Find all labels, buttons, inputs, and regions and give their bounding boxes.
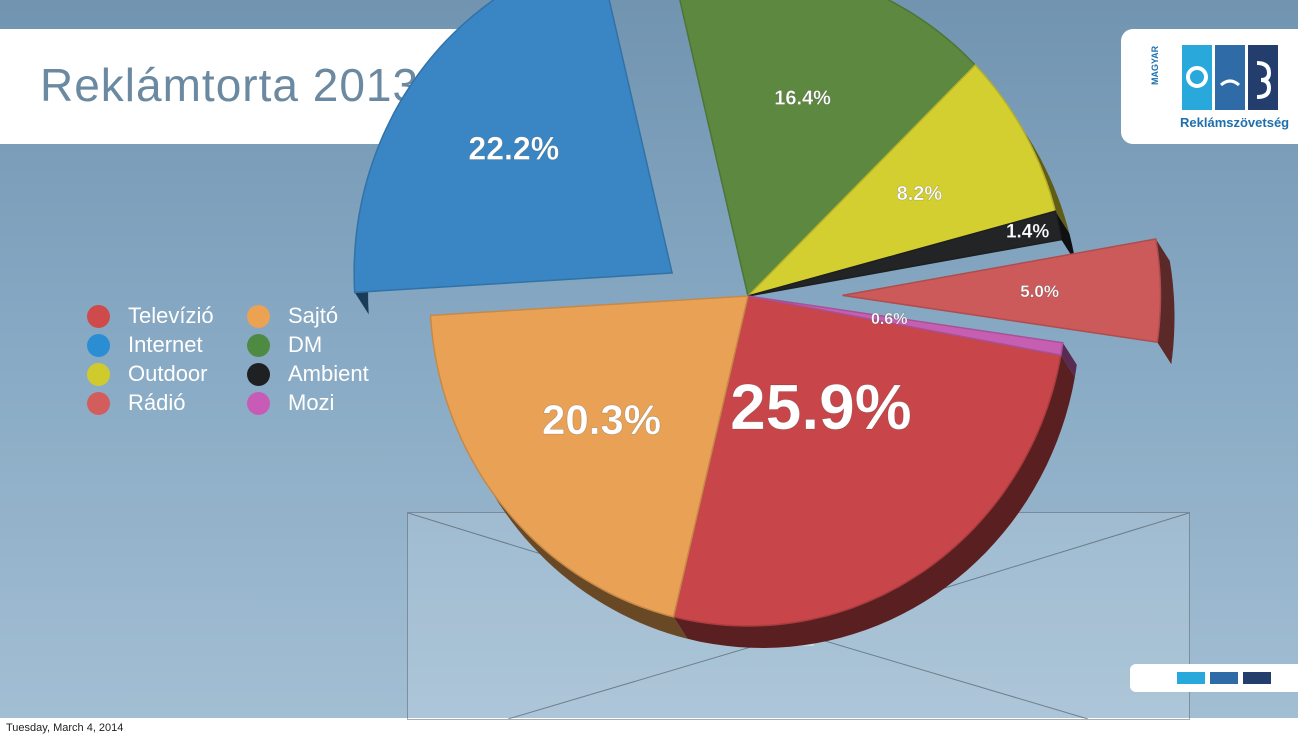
legend-swatch	[87, 391, 110, 415]
pie-slice-sajtó	[429, 295, 749, 618]
legend-swatch	[247, 362, 270, 386]
legend-label: Outdoor	[128, 361, 208, 386]
legend-swatch	[247, 333, 270, 357]
pie-label-rádió: 5.0%	[1020, 282, 1059, 301]
legend-label: Mozi	[288, 390, 335, 415]
legend-swatch	[87, 304, 110, 328]
pie-label-internet: 22.2%	[468, 131, 559, 167]
pie-slice-mozi	[747, 295, 1064, 357]
logo-mark-icon	[1182, 45, 1278, 110]
logo-text: Reklámszövetség	[1180, 115, 1290, 130]
footer-date: Tuesday, March 4, 2014	[6, 722, 124, 734]
pie-slice-side-outdoor	[975, 65, 1070, 234]
legend-label: Televízió	[128, 303, 214, 328]
pie-chart: 25.9% 20.3% 22.2% 16.4% 8.2% 1.4% 5.0% 0.6%	[353, 0, 1175, 648]
pie-label-ambient: 1.4%	[1006, 221, 1049, 242]
pie-label-sajtó: 20.3%	[542, 396, 661, 443]
pie-slice-side-mozi	[1060, 342, 1077, 378]
legend-swatch	[87, 333, 110, 357]
legend-item-mozi: Mozi	[247, 390, 335, 415]
pie-slice-dm	[679, 0, 977, 298]
pie-slice-outdoor	[745, 64, 1057, 298]
footer-square	[1243, 672, 1271, 684]
pie-label-mozi: 0.6%	[871, 311, 907, 328]
legend-item-outdoor: Outdoor	[87, 361, 208, 386]
legend-item-dm: DM	[247, 332, 323, 357]
legend-item-televizio: Televízió	[87, 303, 214, 328]
pie-slice-side-rádió	[1155, 239, 1175, 365]
pie-slice-rádió	[842, 238, 1162, 344]
footer-square	[1210, 672, 1238, 684]
pie-slice-ambient	[747, 210, 1063, 297]
legend-swatch	[87, 362, 110, 386]
legend-label: Ambient	[288, 361, 369, 386]
legend-label: Sajtó	[288, 303, 339, 328]
legend-item-internet: Internet	[87, 332, 203, 357]
legend-swatch	[247, 304, 270, 328]
pie-label-televízió: 25.9%	[730, 371, 911, 443]
pie-slice-side-ambient	[1055, 211, 1076, 262]
pie-slice-televízió	[672, 295, 1062, 627]
legend-label: Internet	[128, 332, 203, 357]
legend-item-ambient: Ambient	[247, 361, 369, 386]
pie-slice-internet	[353, 0, 674, 294]
logo-panel	[1121, 29, 1298, 144]
legend-label: DM	[288, 332, 323, 357]
pie-label-dm: 16.4%	[774, 88, 831, 110]
pie-label-outdoor: 8.2%	[897, 183, 943, 205]
footer-square	[1177, 672, 1205, 684]
legend-item-radio: Rádió	[87, 390, 186, 415]
legend-label: Rádió	[128, 390, 186, 415]
legend-swatch	[247, 391, 270, 415]
legend-item-sajto: Sajtó	[247, 303, 339, 328]
page-title: Reklámtorta 2013	[40, 59, 420, 111]
